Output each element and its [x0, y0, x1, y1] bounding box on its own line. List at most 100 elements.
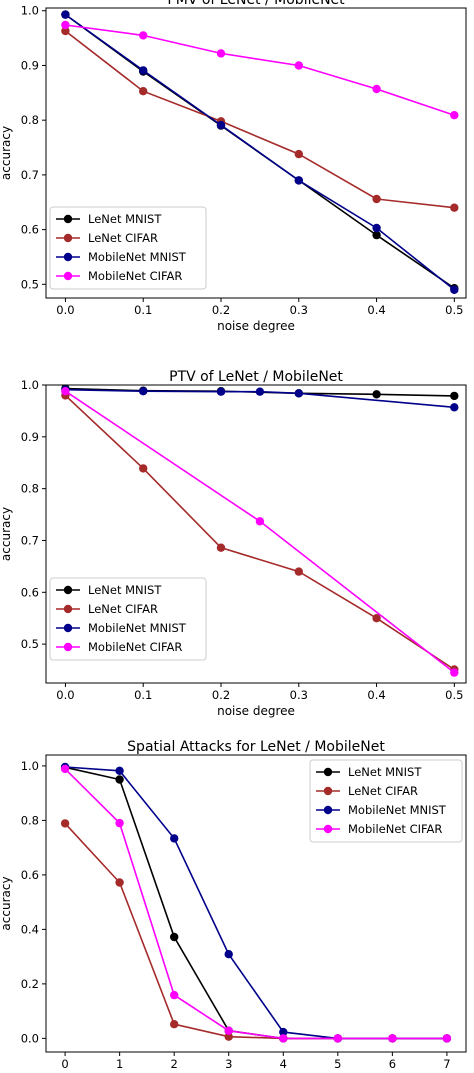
y-tick-label: 0.6	[21, 585, 39, 599]
data-point	[61, 26, 70, 36]
x-tick-label: 0.2	[212, 303, 230, 317]
y-tick-label: 0.0	[21, 1031, 39, 1045]
y-tick-label: 0.6	[21, 868, 39, 882]
chart-title: PTV of LeNet / MobileNet	[169, 369, 343, 385]
data-point	[170, 932, 179, 942]
x-tick-label: 0.1	[134, 303, 152, 317]
legend-box	[49, 577, 207, 661]
x-tick-label: 0.3	[290, 303, 308, 317]
x-tick-label: 0.5	[445, 688, 463, 702]
x-tick-label: 0.3	[290, 688, 308, 702]
data-point	[115, 775, 124, 784]
data-point	[372, 390, 381, 399]
data-point	[60, 819, 70, 828]
data-point	[139, 387, 148, 396]
data-point	[450, 203, 459, 212]
chart-2: PTV of LeNet / MobileNet 0.0 0.1 0.2 0.3 0.4 0…	[0, 369, 467, 718]
data-point	[255, 517, 265, 526]
data-point	[388, 1034, 397, 1043]
data-point	[139, 31, 148, 40]
legend: LeNet MNIST LeNet CIFAR MobileNet MNIST Mob…	[49, 206, 207, 290]
x-axis-label: noise degree	[217, 319, 295, 333]
y-tick-label: 0.7	[21, 168, 39, 182]
legend-swatch-marker	[63, 271, 73, 281]
series-line	[65, 388, 455, 409]
data-point	[450, 111, 459, 120]
y-axis-label: accuracy	[0, 507, 13, 561]
data-point	[450, 403, 459, 412]
y-tick-label: 0.6	[21, 223, 39, 237]
chart-title: PMV of LeNet / MobileNet	[167, 0, 345, 8]
legend-swatch-marker	[323, 767, 333, 777]
plot-frame	[45, 7, 467, 299]
y-tick-label: 1.0	[21, 378, 39, 392]
data-point	[216, 120, 226, 130]
data-point	[294, 149, 303, 159]
legend-label: MobileNet MNIST	[348, 803, 447, 817]
legend-label: LeNet CIFAR	[88, 231, 158, 245]
data-point	[61, 387, 70, 396]
legend-label: LeNet CIFAR	[348, 784, 418, 798]
legend-box	[49, 206, 207, 290]
data-point	[372, 84, 381, 94]
legend-swatch-marker	[323, 805, 333, 815]
x-tick-label: 7	[443, 1057, 450, 1071]
y-tick-label: 0.8	[21, 482, 39, 496]
series-line	[64, 30, 455, 209]
data-point	[216, 387, 226, 396]
y-tick-label: 0.8	[21, 113, 39, 127]
series-line	[64, 13, 455, 291]
data-point	[294, 389, 303, 398]
legend-label: MobileNet CIFAR	[88, 640, 182, 654]
legend-label: LeNet MNIST	[348, 765, 422, 779]
legend-label: LeNet MNIST	[88, 212, 162, 226]
y-axis-label: accuracy	[0, 876, 13, 930]
data-point	[450, 668, 459, 677]
data-point	[216, 543, 226, 552]
data-point	[115, 878, 124, 887]
data-point	[139, 87, 148, 96]
data-point	[279, 1027, 288, 1037]
data-point	[442, 1034, 452, 1043]
data-point	[170, 990, 179, 1000]
x-tick-label: 0.5	[445, 303, 463, 317]
legend-swatch-marker	[63, 585, 73, 595]
y-tick-label: 0.7	[21, 533, 39, 547]
data-point	[224, 950, 233, 959]
data-point	[60, 764, 70, 774]
data-point	[61, 10, 70, 19]
legend: LeNet MNIST LeNet CIFAR MobileNet MNIST Mob…	[49, 577, 207, 661]
data-point	[372, 223, 381, 233]
chart-title: Spatial Attacks for LeNet / MobileNet	[127, 739, 385, 755]
data-point	[224, 1026, 233, 1035]
data-point	[139, 66, 148, 75]
legend-swatch-marker	[63, 252, 73, 262]
x-tick-label: 1	[116, 1057, 123, 1071]
y-tick-label: 0.5	[21, 277, 39, 291]
legend-swatch-marker	[63, 233, 73, 243]
data-point	[333, 1034, 342, 1043]
series-line	[64, 768, 447, 1040]
legend-swatch-marker	[63, 642, 73, 652]
data-point	[372, 194, 381, 204]
legend-label: MobileNet CIFAR	[348, 822, 442, 836]
series-line	[64, 394, 455, 671]
x-tick-label: 6	[389, 1057, 396, 1071]
data-point	[294, 176, 303, 185]
data-point	[170, 1019, 179, 1029]
data-point	[372, 230, 381, 240]
y-tick-label: 0.4	[21, 922, 39, 936]
data-point	[294, 567, 303, 576]
data-point	[61, 20, 70, 30]
data-point	[279, 1034, 288, 1043]
data-point	[115, 818, 124, 828]
data-point	[115, 766, 124, 775]
y-tick-label: 0.8	[21, 813, 39, 827]
x-axis-label: noise degree	[217, 704, 295, 718]
data-point	[255, 387, 265, 396]
data-point	[216, 49, 226, 58]
x-tick-label: 5	[334, 1057, 341, 1071]
x-tick-label: 0.0	[56, 303, 74, 317]
y-tick-label: 1.0	[21, 759, 39, 773]
x-tick-label: 0	[61, 1057, 68, 1071]
